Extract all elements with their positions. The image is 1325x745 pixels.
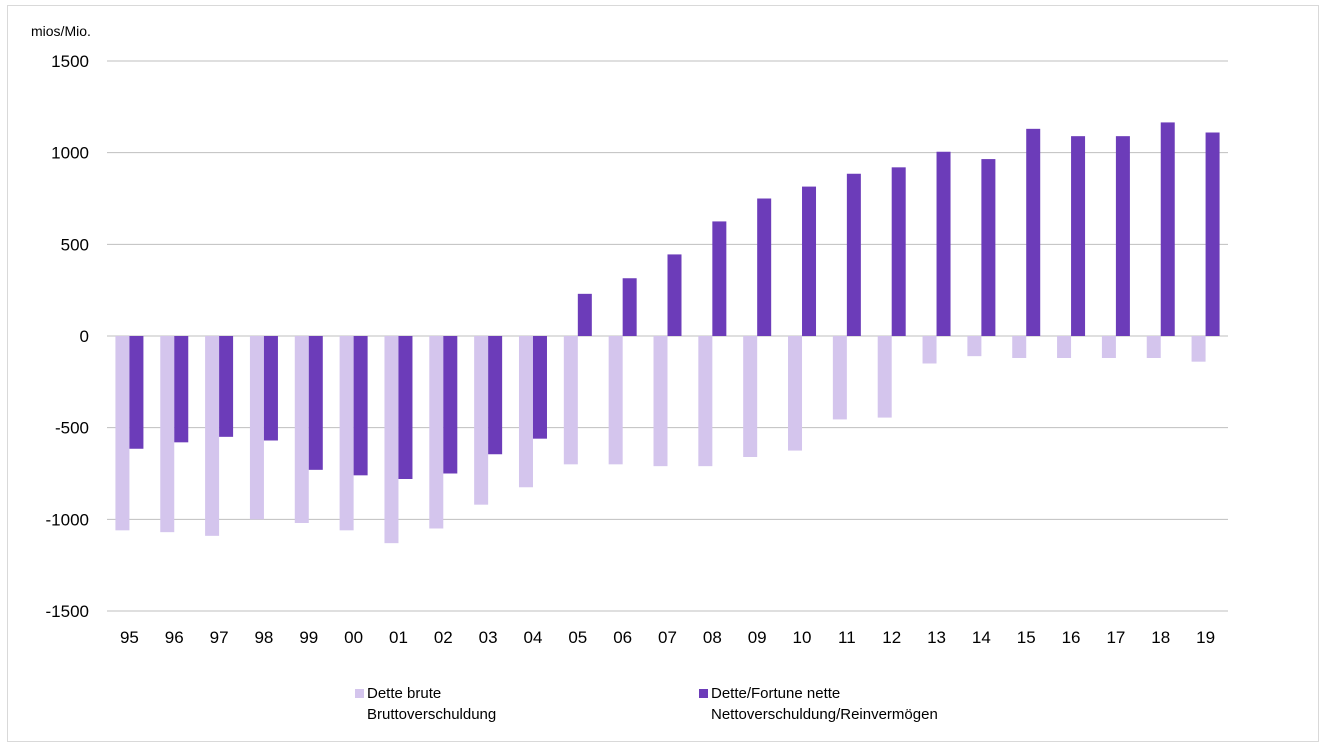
x-tick-label: 08: [703, 628, 722, 647]
x-tick-label: 00: [344, 628, 363, 647]
y-tick-label: -1500: [46, 602, 89, 621]
bar-net-debt: [981, 159, 996, 336]
bar-gross-debt: [249, 336, 264, 520]
legend-item-net-debt: Dette/Fortune nette Nettoverschuldung/Re…: [699, 683, 938, 725]
y-tick-label: 1500: [51, 52, 89, 71]
bar-gross-debt: [1101, 336, 1116, 358]
legend-label-net-debt-fr: Dette/Fortune nette: [711, 685, 841, 702]
y-tick-label: -1000: [46, 510, 89, 529]
bar-gross-debt: [788, 336, 803, 451]
bar-gross-debt: [1191, 336, 1206, 362]
x-tick-label: 15: [1017, 628, 1036, 647]
bar-gross-debt: [1057, 336, 1072, 358]
x-tick-label: 10: [793, 628, 812, 647]
bar-gross-debt: [832, 336, 847, 420]
bar-gross-debt: [339, 336, 354, 531]
bar-gross-debt: [967, 336, 982, 357]
x-tick-label: 07: [658, 628, 677, 647]
bar-net-debt: [308, 336, 323, 470]
bar-net-debt: [263, 336, 278, 441]
bar-gross-debt: [563, 336, 578, 465]
bar-gross-debt: [1012, 336, 1027, 358]
legend-label-gross-debt-fr: Dette brute: [367, 685, 442, 702]
bar-gross-debt: [429, 336, 444, 529]
bar-gross-debt: [294, 336, 309, 523]
bar-gross-debt: [384, 336, 399, 544]
x-tick-label: 18: [1151, 628, 1170, 647]
bar-net-debt: [219, 336, 234, 437]
bar-net-debt: [802, 186, 817, 336]
x-tick-label: 16: [1062, 628, 1081, 647]
y-tick-label: 0: [80, 327, 89, 346]
bar-net-debt: [891, 167, 906, 336]
bar-net-debt: [1205, 132, 1220, 336]
bar-net-debt: [398, 336, 413, 479]
x-tick-label: 99: [299, 628, 318, 647]
x-tick-label: 17: [1106, 628, 1125, 647]
x-tick-label: 12: [882, 628, 901, 647]
bar-gross-debt: [653, 336, 668, 467]
bar-net-debt: [846, 173, 861, 336]
bar-gross-debt: [1146, 336, 1161, 358]
bar-gross-debt: [877, 336, 892, 418]
legend-swatch-gross-debt: [355, 689, 364, 698]
y-tick-label: 500: [61, 235, 89, 254]
bar-gross-debt: [922, 336, 937, 364]
x-tick-label: 06: [613, 628, 632, 647]
x-tick-label: 97: [210, 628, 229, 647]
bar-net-debt: [353, 336, 368, 476]
x-tick-label: 95: [120, 628, 139, 647]
x-tick-label: 14: [972, 628, 991, 647]
bar-net-debt: [532, 336, 547, 439]
bar-gross-debt: [698, 336, 713, 467]
unit-label: mios/Mio.: [31, 23, 91, 39]
bar-net-debt: [712, 221, 727, 336]
bar-gross-debt: [518, 336, 533, 488]
bar-net-debt: [129, 336, 144, 449]
bar-net-debt: [443, 336, 458, 474]
x-tick-label: 96: [165, 628, 184, 647]
legend-swatch-net-debt: [699, 689, 708, 698]
y-tick-label: 1000: [51, 144, 89, 163]
bar-net-debt: [622, 278, 637, 336]
x-tick-label: 04: [524, 628, 543, 647]
bar-gross-debt: [160, 336, 175, 533]
x-tick-label: 13: [927, 628, 946, 647]
legend-label-gross-debt-de: Bruttoverschuldung: [367, 706, 497, 723]
bar-gross-debt: [115, 336, 130, 531]
bar-net-debt: [1071, 136, 1086, 336]
y-tick-label: -500: [55, 419, 89, 438]
bar-gross-debt: [205, 336, 220, 536]
bar-net-debt: [1160, 122, 1175, 337]
legend-item-gross-debt: Dette brute Bruttoverschuldung: [355, 683, 497, 725]
x-tick-label: 11: [838, 628, 856, 647]
x-tick-label: 01: [389, 628, 408, 647]
bar-net-debt: [1115, 136, 1130, 336]
legend-label-net-debt-de: Nettoverschuldung/Reinvermögen: [711, 706, 938, 723]
bar-gross-debt: [608, 336, 623, 465]
bar-net-debt: [488, 336, 503, 455]
bar-net-debt: [936, 151, 951, 336]
bar-net-debt: [577, 293, 592, 336]
x-tick-label: 09: [748, 628, 767, 647]
x-tick-label: 98: [254, 628, 273, 647]
bar-gross-debt: [474, 336, 489, 505]
bar-net-debt: [174, 336, 189, 443]
bar-net-debt: [757, 198, 772, 336]
bar-gross-debt: [743, 336, 758, 457]
x-tick-label: 03: [479, 628, 498, 647]
bar-net-debt: [1026, 128, 1041, 336]
x-tick-label: 05: [568, 628, 587, 647]
x-tick-label: 02: [434, 628, 453, 647]
bar-net-debt: [667, 254, 682, 336]
x-tick-label: 19: [1196, 628, 1215, 647]
